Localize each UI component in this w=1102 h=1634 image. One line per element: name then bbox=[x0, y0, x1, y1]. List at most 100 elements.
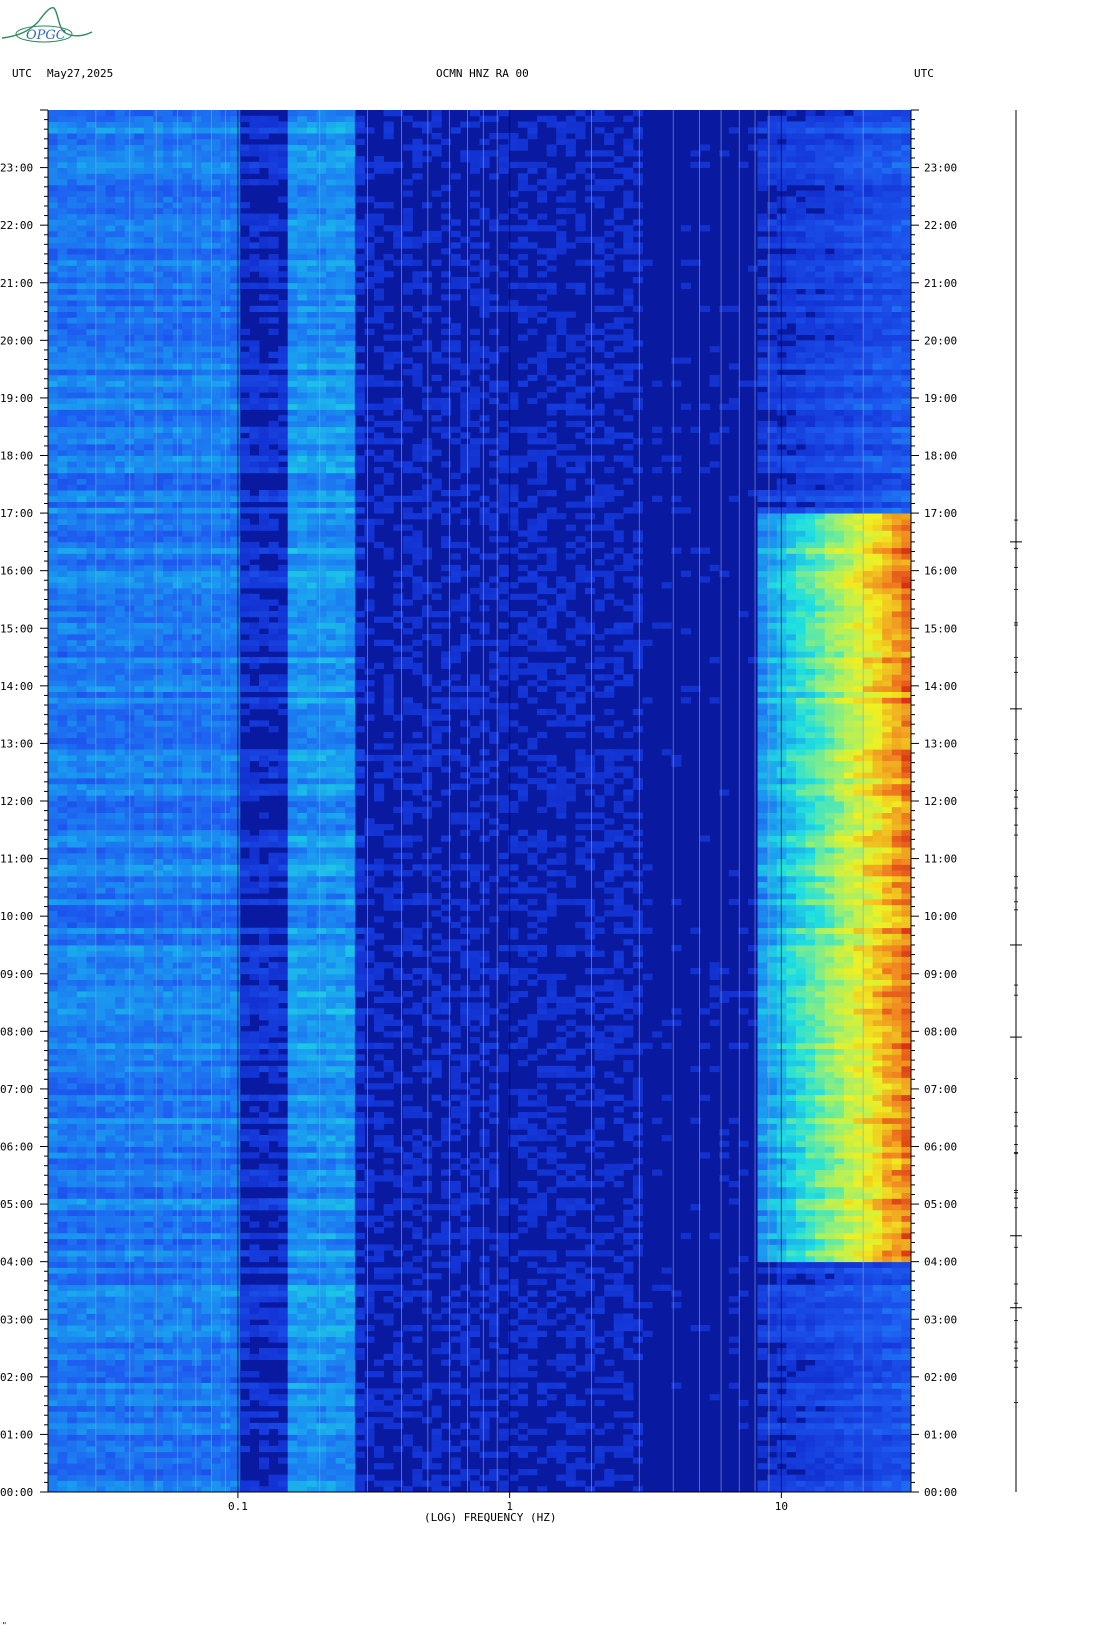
spectrogram-cell bbox=[853, 1382, 864, 1389]
spectrogram-cell bbox=[67, 1163, 78, 1170]
spectrogram-cell bbox=[882, 1198, 893, 1205]
spectrogram-cell bbox=[143, 1411, 154, 1418]
spectrogram-cell bbox=[843, 1261, 854, 1268]
spectrogram-cell bbox=[326, 1399, 337, 1407]
spectrogram-cell bbox=[95, 1186, 106, 1193]
spectrogram-cell bbox=[441, 1261, 452, 1268]
spectrogram-cell bbox=[834, 1152, 845, 1159]
spectrogram-cell bbox=[805, 1434, 816, 1441]
spectrogram-cell bbox=[843, 1083, 854, 1090]
spectrogram-cell bbox=[901, 1129, 911, 1136]
spectrogram-cell bbox=[843, 1376, 854, 1383]
spectrogram-cell bbox=[105, 1313, 116, 1320]
spectrogram-cell bbox=[805, 1307, 816, 1314]
spectrogram-cell bbox=[498, 1434, 509, 1441]
spectrogram-cell bbox=[863, 1232, 874, 1240]
spectrogram-cell bbox=[191, 1440, 202, 1447]
spectrogram-cell bbox=[278, 1129, 289, 1136]
spectrogram-cell bbox=[498, 1451, 509, 1458]
spectrogram-cell bbox=[115, 1399, 126, 1407]
spectrogram-cell bbox=[594, 1336, 605, 1343]
spectrogram-cell bbox=[815, 1163, 826, 1170]
spectrogram-cell bbox=[326, 1267, 337, 1274]
spectrogram-cell bbox=[853, 1204, 864, 1211]
spectrogram-cell bbox=[872, 1445, 883, 1453]
spectrogram-cell bbox=[882, 1376, 893, 1383]
spectrogram-cell bbox=[623, 1411, 634, 1418]
spectrogram-cell bbox=[259, 1457, 270, 1464]
spectrogram-cell bbox=[134, 1163, 145, 1170]
spectrogram-cell bbox=[374, 1042, 385, 1049]
spectrogram-cell bbox=[239, 1313, 250, 1320]
spectrogram-cell bbox=[441, 1192, 452, 1199]
spectrogram-cell bbox=[882, 1008, 893, 1015]
spectrogram-cell bbox=[498, 1428, 509, 1435]
spectrogram-cell bbox=[441, 1152, 452, 1159]
spectrogram-cell bbox=[364, 1302, 375, 1309]
spectrogram-cell bbox=[853, 1088, 864, 1096]
spectrogram-cell bbox=[450, 1083, 461, 1090]
spectrogram-cell bbox=[182, 1106, 193, 1113]
spectrogram-cell bbox=[786, 1204, 797, 1211]
spectrogram-cell bbox=[517, 1135, 528, 1142]
spectrogram-cell bbox=[239, 1008, 250, 1015]
spectrogram-cell bbox=[537, 1250, 548, 1257]
spectrogram-cell bbox=[853, 1250, 864, 1257]
spectrogram-cell bbox=[134, 1238, 145, 1245]
spectrogram-cell bbox=[211, 1405, 222, 1412]
spectrogram-cell bbox=[316, 1284, 327, 1291]
spectrogram-cell bbox=[441, 1100, 452, 1107]
spectrogram-cell bbox=[163, 1175, 174, 1182]
spectrogram-cell bbox=[489, 1031, 500, 1038]
spectrogram-cell bbox=[306, 1215, 317, 1222]
spectrogram-cell bbox=[575, 1250, 586, 1257]
spectrogram-cell bbox=[287, 1284, 298, 1291]
spectrogram-cell bbox=[364, 1065, 375, 1073]
spectrogram-cell bbox=[297, 1399, 308, 1407]
spectrogram-cell bbox=[230, 1325, 241, 1332]
spectrogram-cell bbox=[143, 1428, 154, 1435]
spectrogram-cell bbox=[239, 1290, 250, 1297]
spectrogram-cell bbox=[143, 1083, 154, 1090]
spectrogram-cell bbox=[268, 1284, 279, 1291]
spectrogram-cell bbox=[709, 1002, 720, 1009]
spectrogram-cell bbox=[843, 1135, 854, 1142]
spectrogram-cell bbox=[259, 1486, 270, 1492]
spectrogram-cell bbox=[316, 1192, 327, 1199]
spectrogram-cell bbox=[891, 1106, 902, 1113]
spectrogram-cell bbox=[163, 1313, 174, 1320]
spectrogram-cell bbox=[345, 1451, 356, 1458]
spectrogram-cell bbox=[786, 1255, 797, 1263]
spectrogram-cell bbox=[901, 1273, 911, 1280]
spectrogram-cell bbox=[259, 1117, 270, 1124]
spectrogram-cell bbox=[95, 1399, 106, 1407]
spectrogram-cell bbox=[201, 996, 212, 1003]
spectrogram-cell bbox=[767, 1227, 778, 1234]
spectrogram-cell bbox=[767, 1117, 778, 1124]
spectrogram-cell bbox=[853, 1284, 864, 1291]
spectrogram-cell bbox=[469, 1440, 480, 1447]
spectrogram-cell bbox=[134, 1025, 145, 1032]
spectrogram-cell bbox=[86, 1169, 97, 1176]
spectrogram-cell bbox=[843, 1060, 854, 1067]
spectrogram-cell bbox=[767, 1250, 778, 1257]
spectrogram-cell bbox=[163, 1232, 174, 1240]
spectrogram-cell bbox=[786, 1474, 797, 1481]
spectrogram-cell bbox=[201, 1014, 212, 1021]
spectrogram-cell bbox=[182, 1353, 193, 1360]
spectrogram-cell bbox=[441, 1359, 452, 1366]
spectrogram-cell bbox=[556, 1106, 567, 1113]
spectrogram-cell bbox=[143, 1353, 154, 1360]
spectrogram-cell bbox=[824, 1319, 835, 1326]
spectrogram-cell bbox=[853, 1371, 864, 1378]
spectrogram-cell bbox=[479, 1313, 490, 1320]
spectrogram-cell bbox=[48, 1186, 59, 1193]
spectrogram-cell bbox=[795, 1232, 806, 1240]
spectrogram-cell bbox=[354, 1117, 365, 1124]
spectrogram-cell bbox=[201, 1255, 212, 1263]
spectrogram-cell bbox=[67, 1083, 78, 1090]
spectrogram-cell bbox=[613, 1008, 624, 1015]
spectrogram-cell bbox=[67, 1348, 78, 1355]
spectrogram-cell bbox=[354, 1405, 365, 1412]
spectrogram-cell bbox=[345, 1238, 356, 1245]
